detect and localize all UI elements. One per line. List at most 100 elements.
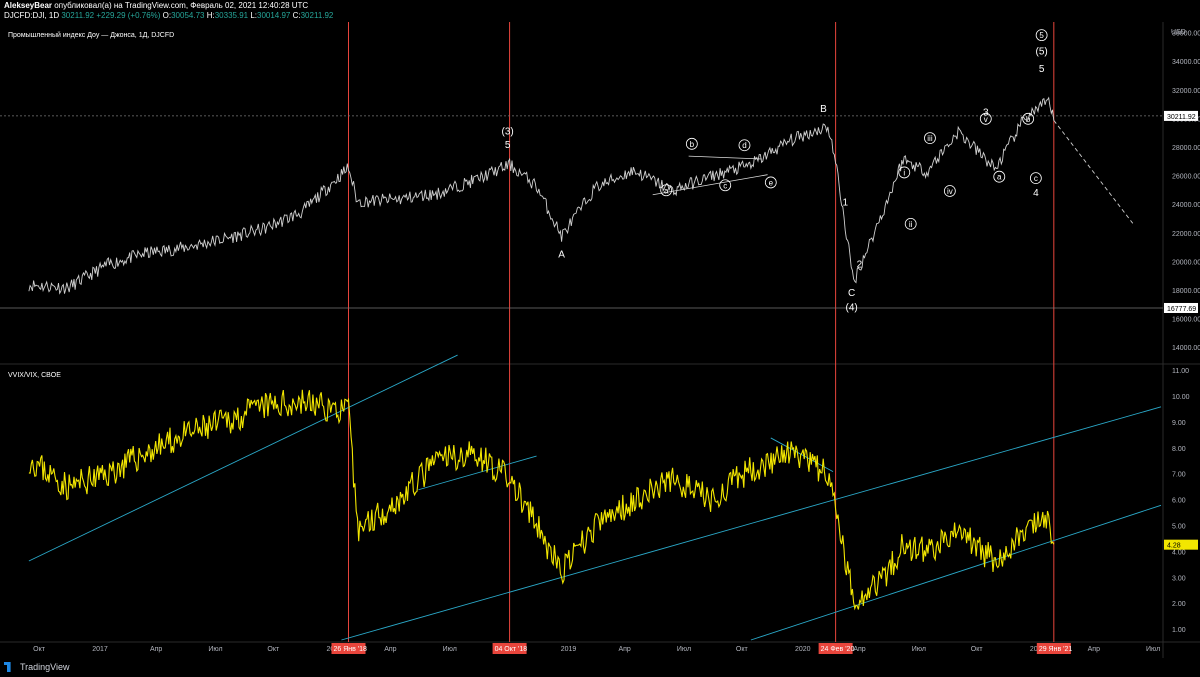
time-tick-label: 20	[1030, 646, 1038, 653]
wave-label: e	[769, 178, 774, 187]
wave-label: C	[848, 288, 855, 299]
low-value: 30014.97	[257, 11, 291, 20]
wave-label-circle	[943, 185, 956, 197]
vertical-markers	[347, 22, 1055, 642]
last-price: 30211.92	[61, 11, 95, 20]
trendlines	[0, 115, 1163, 641]
close-label: C:	[292, 11, 301, 20]
wave-label: d	[742, 141, 746, 150]
price-series	[28, 96, 1055, 295]
time-tick-label: Июл	[677, 646, 691, 653]
wave-label: b	[690, 140, 695, 149]
time-tick-label: Июл	[912, 646, 926, 653]
vix-tick-label: 1.00	[1172, 627, 1186, 634]
price-tick-label: 18000.00	[1172, 288, 1200, 295]
vix-series	[28, 389, 1055, 611]
author-name[interactable]: AlekseyBear	[4, 1, 53, 10]
currency-label: USD	[1171, 29, 1186, 36]
wave-label: (5)	[1036, 47, 1048, 58]
wave-label: B	[820, 104, 827, 115]
wave-label-circle	[993, 170, 1006, 183]
last-price-badge-bg	[1164, 110, 1198, 121]
open-label: O:	[162, 11, 172, 20]
vix-line	[28, 389, 1055, 611]
wave-label: 1	[842, 197, 848, 208]
wave-label: c	[1034, 174, 1038, 183]
tradingview-logo[interactable]: TradingView	[4, 662, 70, 672]
grid	[0, 22, 1200, 658]
price-tick-label: 24000.00	[1172, 202, 1200, 209]
price-tick-label: 16000.00	[1172, 317, 1200, 324]
price-tick-label: 14000.00	[1172, 345, 1200, 352]
wave-label: ii	[909, 220, 913, 229]
wave-label: iii	[927, 134, 933, 143]
wave-label-circle	[685, 137, 698, 150]
wave-label-circle	[924, 132, 936, 144]
time-tick-label: 2017	[92, 646, 108, 653]
wave-label: v	[984, 115, 988, 124]
event-date-badge-bg	[331, 643, 366, 654]
time-axis[interactable]: Окт 2017 Апр Июл Окт 20 Апр Июл 2019 Апр Июл Окт 20 2…	[33, 643, 1160, 654]
wave-label: iv	[947, 187, 953, 196]
wave-label: a	[997, 173, 1002, 182]
low-price-badge-bg	[1164, 302, 1198, 313]
wave-label: 2	[857, 260, 863, 271]
time-tick-label: 20	[326, 646, 334, 653]
low-label: L:	[250, 11, 257, 20]
tradingview-logo-icon	[4, 662, 11, 672]
wave-label-circle	[738, 139, 751, 152]
time-tick-label: Апр	[1088, 646, 1100, 653]
last-price-badge: 30211.92	[1167, 114, 1196, 121]
chart-header: AlekseyBear опубликовал(а) на TradingVie…	[0, 0, 1200, 22]
time-tick-label: Окт	[736, 646, 749, 653]
event-date-badge-bg	[1036, 643, 1071, 654]
price-tick-label: 28000.00	[1172, 145, 1200, 152]
vix-tick-label: 10.00	[1172, 394, 1190, 401]
event-date-badge: 04 Окт '18	[495, 646, 528, 653]
time-tick-label: 2019	[561, 646, 577, 653]
event-date-badge-bg	[818, 643, 853, 654]
wave-label: b	[1026, 115, 1031, 124]
time-tick-label: Апр	[150, 646, 162, 653]
wave-label: 5	[505, 140, 511, 151]
wave-label: 5	[1039, 64, 1045, 75]
vix-trendline	[750, 504, 1162, 641]
symbol-label[interactable]: DJCFD:DJI, 1D	[4, 11, 60, 20]
wave-label: 4	[1033, 188, 1039, 199]
open-value: 30054.73	[171, 11, 205, 20]
time-tick-label: Июл	[1146, 646, 1160, 653]
triangle-upper-line	[688, 155, 762, 160]
close-value: 30211.92	[300, 11, 334, 20]
vix-tick-label: 7.00	[1172, 472, 1186, 479]
vix-last-badge: 4.28	[1167, 543, 1181, 550]
vix-trendline	[418, 455, 537, 491]
price-tick-label: 26000.00	[1172, 174, 1200, 181]
brand-name: TradingView	[20, 662, 70, 672]
wave-label: c	[723, 181, 727, 190]
price-change: +229.29 (+0.76%)	[96, 11, 161, 20]
time-tick-label: Окт	[267, 646, 280, 653]
time-tick-label: Окт	[971, 646, 984, 653]
wave-label-circle	[979, 112, 992, 125]
vix-tick-label: 2.00	[1172, 601, 1186, 608]
event-date-badge: 24 Фев '20	[821, 646, 855, 653]
time-tick-label: Апр	[853, 646, 865, 653]
time-tick-label: Июл	[443, 646, 457, 653]
wave-label: 5	[1039, 31, 1044, 40]
vix-tick-label: 9.00	[1172, 420, 1186, 427]
wave-label: A	[558, 250, 565, 261]
vix-tick-label: 5.00	[1172, 524, 1186, 531]
wave-label-circle	[904, 217, 917, 230]
low-price-badge: 16777.69	[1167, 306, 1196, 313]
wave-label-circle	[898, 166, 911, 179]
time-tick-label: Июл	[208, 646, 222, 653]
price-axis[interactable]: 14000.00 16000.00 18000.00 20000.00 22000.00…	[1164, 31, 1200, 634]
vix-tick-label: 11.00	[1172, 368, 1189, 375]
wave-label: a	[664, 186, 669, 195]
high-value: 30335.91	[214, 11, 249, 20]
price-tick-label: 36000.00	[1172, 31, 1200, 38]
vix-tick-label: 4.00	[1172, 549, 1186, 556]
publish-info: AlekseyBear опубликовал(а) на TradingVie…	[4, 1, 308, 10]
